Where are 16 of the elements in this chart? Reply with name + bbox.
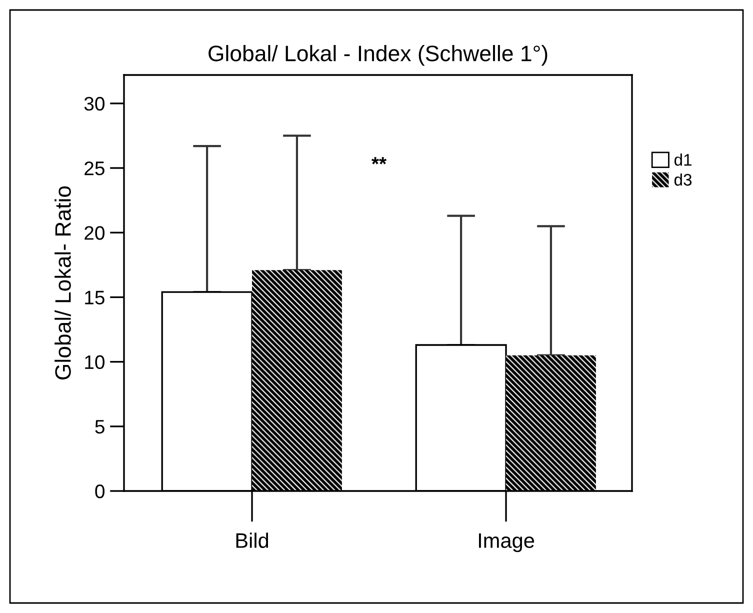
chart-title: Global/ Lokal - Index (Schwelle 1°) [208,45,548,66]
x-tick-label: Bild [236,532,268,548]
y-tick-label: 20 [84,226,104,240]
y-tick-label: 10 [85,355,104,370]
x-tick-label: Image [478,533,534,552]
y-tick-label: 25 [84,161,104,176]
y-tick-label: 15 [85,290,104,304]
y-tick-label: 5 [95,420,104,434]
y-tick-label: 30 [84,96,104,111]
bar [506,355,596,491]
annotation: ** [372,157,387,164]
bar [252,270,342,491]
y-tick-label: 0 [95,484,104,498]
legend-label: d3 [674,173,692,186]
legend-label: d1 [674,153,692,166]
y-axis-title: Global/ Lokal- Ratio [54,186,71,380]
